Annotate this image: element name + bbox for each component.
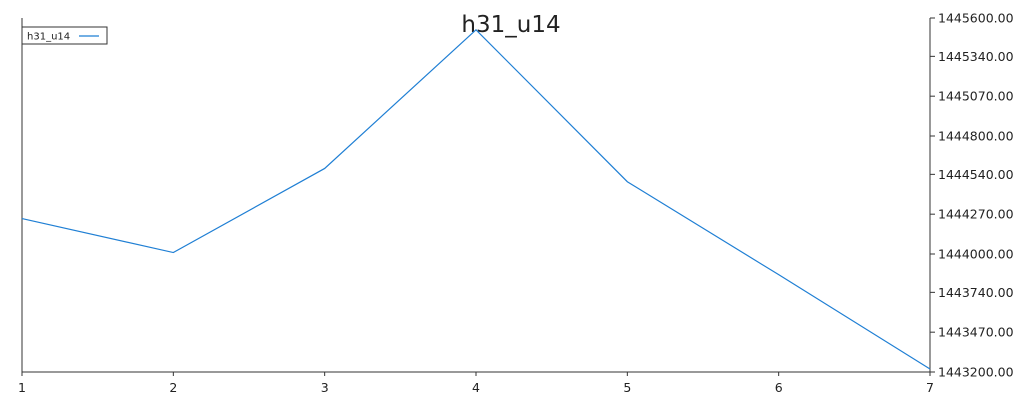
- y-tick-label: 1444800.00: [938, 129, 1014, 144]
- y-tick-label: 1443470.00: [938, 325, 1014, 340]
- x-tick-label: 7: [926, 380, 934, 395]
- series-lines: [21, 28, 931, 370]
- y-tick-label: 1444000.00: [938, 247, 1014, 262]
- chart-title: h31_u14: [461, 12, 560, 38]
- x-tick-label: 5: [623, 380, 631, 395]
- y-tick-label: 1445600.00: [938, 11, 1014, 26]
- y-axis-ticks: 1443200.00 1443470.00 1443740.00 1444000.00…: [930, 11, 1014, 380]
- x-tick-label: 2: [169, 380, 177, 395]
- legend-label-h31-u14: h31_u14: [27, 32, 70, 43]
- x-axis-ticks: 1 2 3 4 5 6 7: [18, 372, 934, 395]
- y-tick-label: 1444270.00: [938, 207, 1014, 222]
- y-tick-label: 1445340.00: [938, 49, 1014, 64]
- y-tick-label: 1444540.00: [938, 167, 1014, 182]
- y-tick-label: 1443200.00: [938, 365, 1014, 380]
- x-tick-label: 6: [775, 380, 783, 395]
- y-tick-label: 1443740.00: [938, 285, 1014, 300]
- legend-box: [21, 26, 108, 45]
- x-tick-label: 4: [472, 380, 480, 395]
- x-tick-label: 3: [321, 380, 329, 395]
- axes: [21, 18, 931, 373]
- x-tick-label: 1: [18, 380, 26, 395]
- legend: h31_u14: [21, 26, 108, 45]
- y-tick-label: 1445070.00: [938, 89, 1014, 104]
- series-line-h31-u14: [21, 28, 931, 370]
